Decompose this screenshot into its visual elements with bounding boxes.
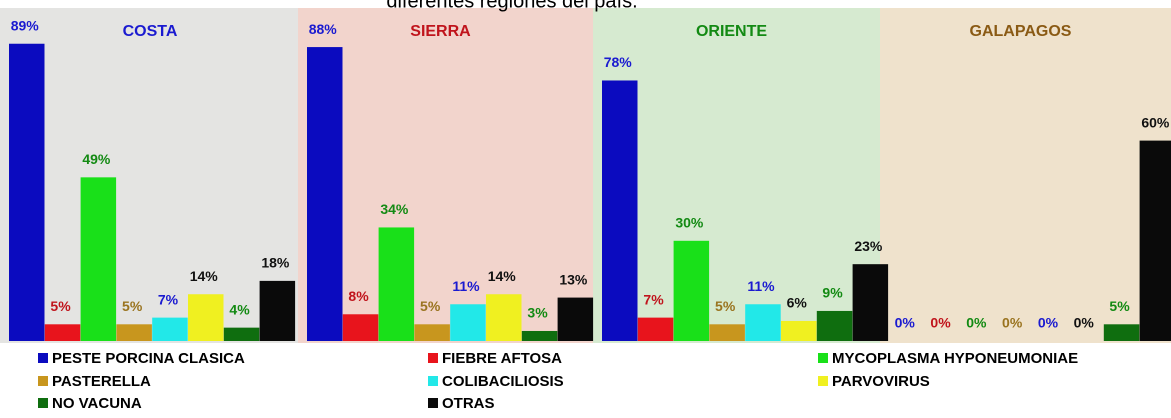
region-label: GALAPAGOS (970, 23, 1072, 40)
value-label: 3% (527, 305, 548, 321)
bar (342, 314, 379, 341)
legend-label: NO VACUNA (52, 395, 142, 412)
region-label: SIERRA (410, 23, 471, 40)
panel (0, 8, 298, 343)
bar (1103, 324, 1140, 341)
legend-swatch (818, 353, 828, 363)
value-label: 14% (488, 268, 517, 284)
bar (378, 227, 415, 341)
bar (188, 294, 224, 341)
region-label: COSTA (123, 23, 178, 40)
bar (486, 294, 522, 341)
bar (152, 317, 188, 341)
bar (673, 240, 710, 341)
value-label: 60% (1141, 114, 1170, 130)
value-label: 11% (747, 278, 775, 294)
value-label: 18% (261, 255, 290, 271)
bar (223, 327, 260, 341)
value-label: 30% (675, 215, 704, 231)
value-label: 13% (559, 271, 588, 287)
bar (781, 320, 817, 341)
legend-swatch (428, 353, 438, 363)
panel (298, 8, 593, 343)
bar (852, 264, 889, 341)
value-label: 5% (420, 298, 441, 314)
value-label: 0% (1002, 315, 1023, 331)
panel (880, 8, 1171, 343)
value-label: 0% (1074, 315, 1095, 331)
bar (9, 43, 45, 342)
bar (709, 324, 745, 341)
bar (259, 280, 296, 341)
bar (557, 297, 594, 341)
legend-label: COLIBACILIOSIS (442, 373, 564, 390)
value-label: 14% (190, 268, 219, 284)
legend-swatch (38, 376, 48, 386)
legend-swatch (428, 376, 438, 386)
legend-label: PARVOVIRUS (832, 373, 930, 390)
value-label: 89% (11, 17, 40, 33)
legend-swatch (428, 398, 438, 408)
chart-title: diferentes regiones del país. (386, 0, 637, 12)
bar (307, 47, 343, 342)
panel (593, 8, 880, 343)
value-label: 11% (452, 278, 480, 294)
value-label: 78% (604, 54, 633, 70)
value-label: 34% (380, 201, 409, 217)
legend-label: FIEBRE AFTOSA (442, 350, 562, 367)
bar (116, 324, 152, 341)
value-label: 0% (966, 315, 987, 331)
region-label: ORIENTE (696, 23, 767, 40)
bar (44, 324, 81, 341)
value-label: 88% (309, 21, 338, 37)
bar (521, 330, 558, 341)
value-label: 6% (787, 295, 808, 311)
value-label: 4% (229, 301, 250, 317)
value-label: 5% (50, 298, 71, 314)
bar (602, 80, 638, 341)
value-label: 8% (348, 288, 369, 304)
bar (80, 177, 117, 341)
legend-swatch (38, 398, 48, 408)
value-label: 0% (895, 315, 916, 331)
value-label: 5% (122, 298, 143, 314)
value-label: 9% (822, 285, 843, 301)
bar (816, 310, 853, 341)
legend-swatch (818, 376, 828, 386)
value-label: 0% (1038, 315, 1059, 331)
value-label: 5% (1109, 298, 1130, 314)
legend-label: PESTE PORCINA CLASICA (52, 350, 245, 367)
legend-label: MYCOPLASMA HYPONEUMONIAE (832, 350, 1078, 367)
value-label: 7% (158, 291, 179, 307)
legend-swatch (38, 353, 48, 363)
bar (450, 304, 486, 341)
bar (1139, 140, 1171, 341)
value-label: 0% (930, 315, 951, 331)
value-label: 5% (715, 298, 736, 314)
value-label: 49% (82, 151, 111, 167)
bar (414, 324, 450, 341)
bar (745, 304, 781, 341)
legend-label: PASTERELLA (52, 373, 151, 390)
legend-label: OTRAS (442, 395, 495, 412)
value-label: 7% (643, 291, 664, 307)
value-label: 23% (854, 238, 883, 254)
bar (637, 317, 674, 341)
